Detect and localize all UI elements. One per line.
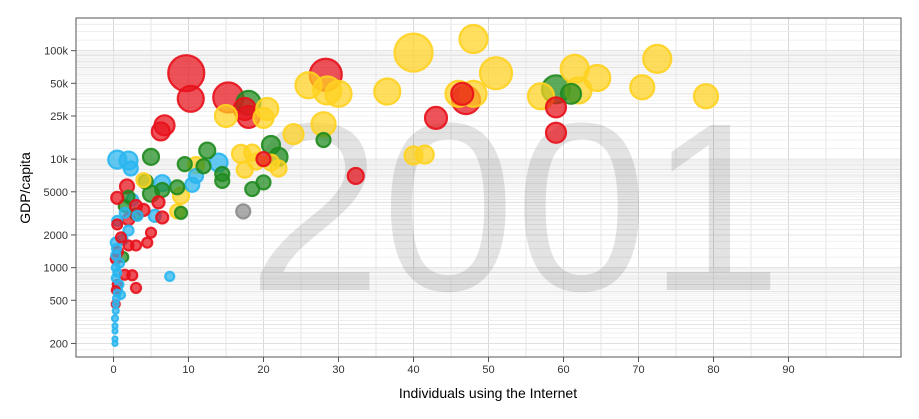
- data-point-yellow: [324, 79, 353, 108]
- data-point-red: [141, 236, 154, 249]
- data-point-red: [114, 231, 128, 244]
- data-point-yellow: [458, 23, 489, 55]
- data-point-green: [195, 158, 212, 175]
- data-point-green: [559, 82, 583, 105]
- data-point-red: [450, 81, 475, 106]
- data-point-cyan: [110, 262, 121, 273]
- data-point-cyan: [112, 288, 122, 298]
- data-point-green: [154, 181, 171, 199]
- y-tick-label: 1000: [44, 263, 68, 275]
- x-tick-label: 70: [632, 364, 644, 376]
- data-point-yellow: [373, 77, 402, 106]
- data-point-red: [346, 166, 365, 186]
- data-point-red: [110, 190, 125, 205]
- y-tick-label: 100k: [44, 46, 68, 58]
- x-tick-label: 30: [332, 364, 344, 376]
- x-tick-label: 50: [482, 364, 494, 376]
- y-axis-title: GDP/capita: [17, 152, 33, 224]
- data-point-cyan: [111, 322, 119, 330]
- data-point-green: [169, 179, 186, 196]
- data-point-cyan: [111, 300, 120, 309]
- x-tick-label: 40: [407, 364, 419, 376]
- data-point-yellow: [252, 106, 275, 129]
- x-axis-title: Individuals using the Internet: [399, 385, 577, 401]
- data-point-red: [151, 195, 166, 210]
- data-point-red: [150, 121, 171, 142]
- data-point-red: [144, 226, 158, 239]
- data-point-cyan: [110, 242, 123, 255]
- data-point-red: [126, 269, 139, 282]
- data-point-cyan: [122, 224, 135, 237]
- x-tick-label: 20: [257, 364, 269, 376]
- y-tick-label: 50k: [50, 78, 68, 90]
- data-point-red: [544, 96, 568, 119]
- y-tick-label: 200: [50, 338, 68, 350]
- data-point-yellow: [269, 159, 288, 178]
- data-point-red: [423, 105, 449, 130]
- data-points: [107, 23, 720, 348]
- data-point-red: [176, 84, 205, 113]
- data-point-green: [255, 174, 272, 191]
- x-tick-label: 60: [557, 364, 569, 376]
- data-point-green: [198, 141, 217, 160]
- data-point-red: [129, 239, 143, 252]
- data-point-yellow: [642, 43, 673, 74]
- data-point-yellow: [393, 32, 434, 73]
- axes: 0 10 20 30 40 50 60 70 80 90 200 500 1000 2000 5000 10k…: [44, 17, 902, 376]
- x-tick-label: 80: [707, 364, 719, 376]
- data-point-yellow: [135, 172, 152, 189]
- data-point-red: [129, 281, 143, 295]
- data-point-cyan: [110, 314, 120, 323]
- data-point-cyan: [164, 270, 176, 282]
- data-point-yellow: [629, 74, 656, 101]
- year-watermark: 2001: [248, 73, 782, 341]
- x-tick-label: 90: [782, 364, 794, 376]
- data-point-green: [176, 156, 193, 173]
- y-tick-label: 2000: [44, 230, 68, 242]
- data-point-gray: [235, 203, 252, 220]
- data-point-red: [255, 151, 272, 168]
- data-point-yellow: [414, 144, 435, 165]
- data-point-red: [155, 210, 170, 225]
- data-point-yellow: [294, 71, 323, 100]
- data-point-yellow: [213, 103, 239, 129]
- y-tick-label: 5000: [44, 187, 68, 199]
- data-point-cyan: [122, 160, 139, 177]
- data-point-cyan: [111, 335, 119, 343]
- data-point-red: [544, 121, 568, 144]
- y-tick-label: 25k: [50, 111, 68, 123]
- data-point-green: [214, 165, 231, 183]
- data-point-yellow: [282, 123, 305, 146]
- data-point-cyan: [118, 206, 131, 219]
- y-tick-label: 10k: [50, 154, 68, 166]
- x-tick-label: 10: [182, 364, 194, 376]
- y-tick-label: 500: [50, 295, 68, 307]
- x-tick-label: 0: [110, 364, 116, 376]
- data-point-cyan: [111, 306, 120, 315]
- data-point-cyan: [131, 209, 144, 222]
- data-point-yellow: [692, 83, 720, 110]
- data-point-green: [315, 131, 332, 149]
- data-point-red: [111, 218, 124, 231]
- data-point-yellow: [583, 63, 612, 93]
- data-point-green: [173, 205, 189, 220]
- data-point-yellow: [478, 56, 514, 91]
- data-point-green: [141, 147, 161, 166]
